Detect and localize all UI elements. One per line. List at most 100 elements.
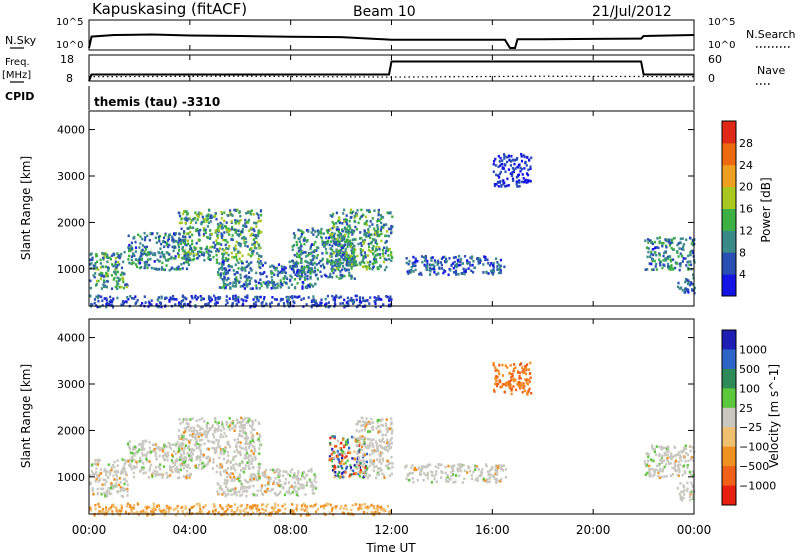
scatter-cell [226, 513, 229, 516]
scatter-cell [507, 184, 510, 187]
scatter-cell [124, 300, 127, 303]
scatter-cell [673, 463, 676, 466]
scatter-cell [515, 176, 518, 179]
scatter-cell [363, 261, 366, 265]
scatter-cell [522, 154, 525, 157]
scatter-cell [249, 254, 252, 258]
scatter-cell [250, 425, 253, 429]
scatter-cell [690, 242, 693, 246]
scatter-cell [345, 465, 348, 469]
scatter-cell [278, 271, 281, 275]
scatter-cell [133, 454, 136, 457]
scatter-cell [419, 271, 422, 275]
scatter-cell [371, 217, 374, 220]
scatter-cell [234, 209, 238, 212]
scatter-cell [247, 275, 251, 279]
scatter-cell [666, 453, 669, 457]
scatter-cell [224, 282, 227, 286]
scatter-cell [469, 256, 472, 260]
scatter-cell [116, 270, 120, 274]
scatter-cell [303, 470, 306, 474]
scatter-cell [301, 271, 304, 274]
scatter-cell [148, 252, 152, 255]
scatter-cell [447, 480, 450, 483]
scatter-cell [185, 297, 188, 300]
scatter-cell [259, 271, 262, 275]
scatter-cell [490, 262, 493, 265]
scatter-cell [340, 268, 344, 272]
scatter-cell [168, 507, 171, 510]
scatter-cell [455, 273, 458, 276]
scatter-cell [684, 280, 687, 284]
scatter-cell [222, 278, 225, 281]
scatter-cell [671, 466, 674, 470]
scatter-cell [108, 508, 111, 511]
scatter-cell [178, 254, 181, 257]
scatter-cell [378, 458, 381, 461]
scatter-cell [165, 472, 168, 475]
scatter-cell [662, 459, 666, 463]
scatter-cell [372, 425, 375, 429]
scatter-cell [377, 227, 380, 231]
scatter-cell [115, 509, 118, 513]
scatter-cell [249, 267, 252, 270]
scatter-cell [151, 513, 154, 516]
scatter-cell [390, 259, 393, 262]
scatter-cell [682, 449, 685, 452]
scatter-cell [116, 511, 120, 515]
scatter-cell [255, 476, 258, 479]
scatter-cell [262, 281, 265, 284]
scatter-cell [333, 298, 337, 302]
scatter-cell [268, 477, 272, 481]
scatter-cell [691, 289, 694, 292]
scatter-cell [203, 232, 206, 236]
scatter-cell [97, 458, 100, 462]
scatter-cell [168, 298, 171, 302]
scatter-cell [180, 227, 183, 231]
scatter-cell [252, 302, 256, 306]
scatter-cell [236, 271, 239, 274]
scatter-cell [365, 460, 368, 464]
scatter-cell [362, 213, 365, 217]
scatter-cell [229, 472, 233, 475]
scatter-cell [226, 440, 229, 444]
scatter-cell [238, 464, 241, 468]
scatter-cell [233, 492, 236, 495]
scatter-cell [269, 468, 272, 472]
scatter-cell [295, 490, 298, 494]
scatter-cell [331, 275, 334, 279]
scatter-cell [494, 477, 498, 481]
scatter-cell [454, 264, 457, 267]
scatter-cell [151, 475, 154, 478]
scatter-cell [428, 266, 431, 270]
scatter-cell [178, 239, 181, 242]
scatter-cell [253, 476, 256, 479]
scatter-cell [459, 260, 462, 264]
scatter-cell [130, 507, 133, 510]
scatter-cell [226, 508, 229, 511]
scatter-cell [276, 282, 279, 285]
scatter-cell [161, 449, 164, 453]
scatter-cell [143, 238, 147, 242]
scatter-cell [386, 459, 389, 463]
scatter-cell [324, 513, 327, 517]
scatter-cell [495, 480, 498, 484]
scatter-cell [363, 230, 366, 233]
scatter-cell [476, 479, 479, 482]
scatter-cell [255, 225, 258, 228]
scatter-cell [250, 478, 253, 482]
scatter-cell [296, 255, 299, 258]
scatter-cell [383, 268, 387, 272]
scatter-cell [132, 261, 135, 265]
scatter-cell [420, 273, 423, 276]
scatter-cell [292, 300, 295, 303]
scatter-cell [273, 492, 276, 495]
scatter-cell [200, 433, 204, 437]
scatter-cell [151, 449, 154, 453]
scatter-cell [496, 376, 499, 379]
scatter-cell [666, 262, 670, 266]
scatter-cell [510, 392, 513, 396]
scatter-cell [529, 361, 532, 365]
scatter-cell [682, 245, 685, 249]
scatter-cell [274, 505, 277, 508]
